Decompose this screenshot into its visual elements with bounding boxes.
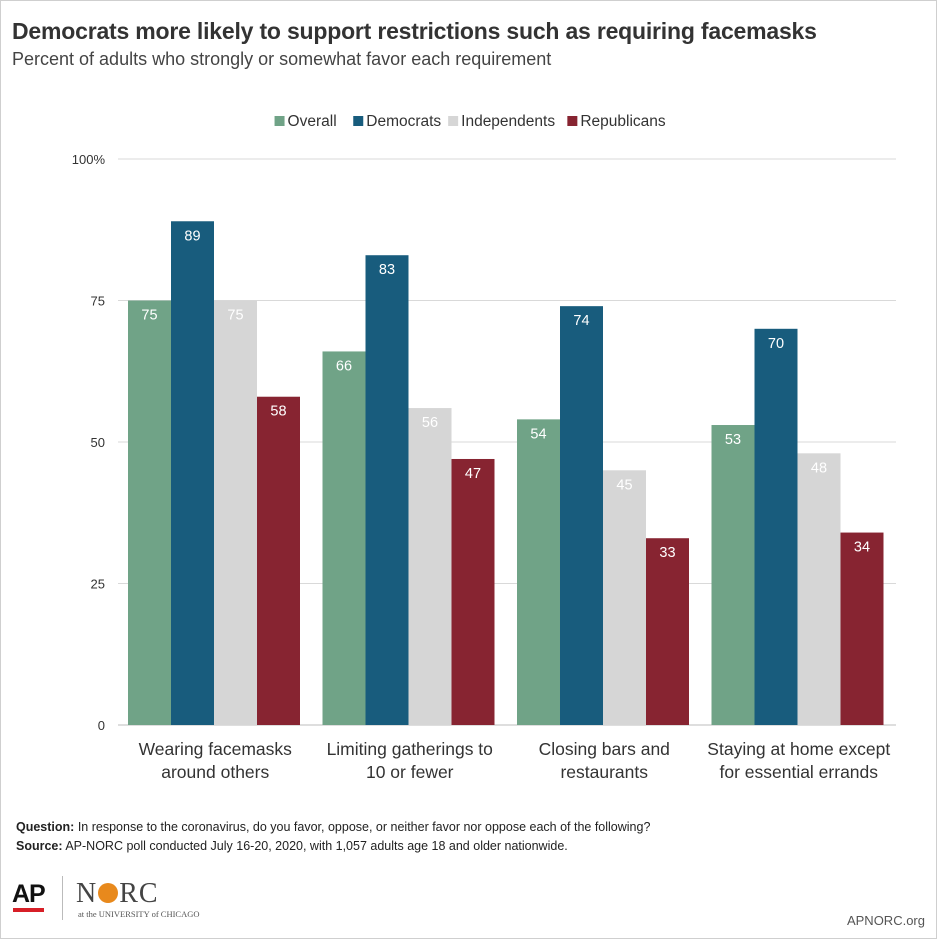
y-tick-label: 100% [72,152,106,167]
norc-o-icon [98,883,119,903]
y-tick-label: 50 [91,435,105,450]
y-tick-label: 25 [91,577,105,592]
norc-logo: N RC [76,878,159,910]
data-label: 53 [725,432,741,448]
data-label: 47 [465,466,481,482]
legend-swatch [567,116,578,126]
x-tick-label: for essential errands [719,762,878,782]
data-label: 66 [336,358,352,374]
site-url: APNORC.org [846,913,925,928]
norc-logo-rc: RC [119,878,159,909]
question-text: In response to the coronavirus, do you f… [77,820,651,834]
data-label: 56 [422,415,438,431]
bar [408,408,452,725]
x-tick-label: Limiting gatherings to [327,739,493,759]
chart-notes: Question: In response to the coronavirus… [16,818,650,856]
legend-swatch [353,116,364,126]
bar [646,538,689,725]
data-label: 70 [768,336,784,352]
data-label: 75 [227,308,243,324]
question-note: Question: In response to the coronavirus… [16,818,650,837]
data-label: 34 [854,540,870,556]
ap-logo: AP [12,880,46,908]
data-label: 33 [659,545,675,561]
x-tick-label: Staying at home except [707,739,890,759]
x-tick-label: restaurants [560,762,648,782]
ap-logo-bar [13,908,44,912]
legend-swatch [274,116,285,126]
norc-subtitle: at the UNIVERSITY of CHICAGO [78,909,200,919]
bar [451,458,495,725]
bar [257,396,300,725]
legend-label: Republicans [580,113,666,130]
data-label: 89 [184,228,200,244]
data-label: 54 [530,426,546,442]
bar [711,425,755,725]
bar-chart: 0 25 50 75 100% Overall Democrats Independents R… [72,113,896,782]
data-label: 48 [811,460,827,476]
bar [171,221,214,725]
logo-divider [62,876,63,920]
bar [517,419,560,725]
legend-label: Overall [288,113,337,130]
data-label: 45 [616,477,632,493]
data-label: 83 [379,262,395,278]
bar [128,300,171,725]
bar [603,470,646,725]
bar [365,255,409,725]
legend-swatch [448,116,459,126]
bar [560,306,603,725]
bar [797,453,841,725]
x-tick-label: around others [161,762,269,782]
norc-logo-n: N [76,878,98,909]
bar [754,328,798,725]
legend-label: Democrats [366,113,441,130]
bar [322,351,366,725]
bar [840,532,884,725]
source-label: Source: [16,839,63,853]
data-label: 75 [141,308,157,324]
question-label: Question: [16,820,75,834]
y-tick-label: 0 [98,718,105,733]
x-tick-label: Closing bars and [539,739,670,759]
source-text: AP-NORC poll conducted July 16-20, 2020,… [65,839,568,853]
x-tick-label: 10 or fewer [366,762,454,782]
y-tick-label: 75 [91,294,105,309]
x-tick-label: Wearing facemasks [139,739,293,759]
bar [214,300,257,725]
data-label: 74 [573,313,589,329]
chart-subtitle: Percent of adults who strongly or somewh… [12,49,552,69]
data-label: 58 [270,404,286,420]
chart-title: Democrats more likely to support restric… [12,18,817,44]
legend-label: Independents [461,113,555,130]
source-note: Source: AP-NORC poll conducted July 16-2… [16,837,650,856]
